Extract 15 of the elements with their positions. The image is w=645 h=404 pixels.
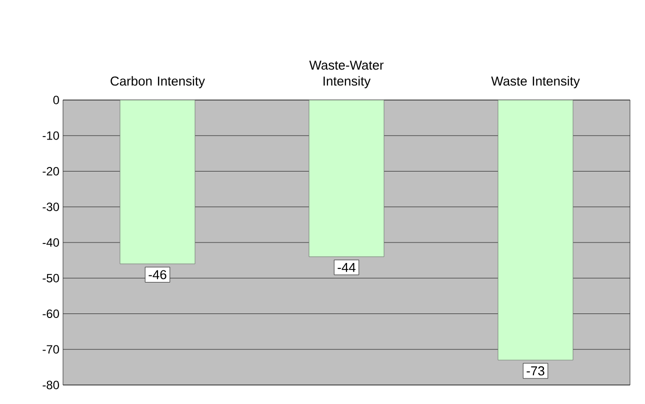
data-label: -44	[338, 262, 356, 272]
data-label: -46	[148, 270, 166, 280]
y-tick-label: -10	[42, 131, 60, 140]
y-tick-label: -80	[42, 380, 60, 390]
y-tick-label: 0	[53, 96, 60, 104]
y-tick-label: -30	[42, 202, 60, 212]
x-tick-label: Waste Intensity	[491, 76, 580, 88]
x-tick-label: Carbon Intensity	[110, 76, 205, 88]
y-tick-label: -60	[42, 310, 60, 318]
data-label: -73	[526, 366, 544, 376]
y-tick-label: -50	[42, 274, 60, 282]
y-tick-label: -40	[42, 238, 60, 247]
y-tick-label: -20	[42, 167, 60, 176]
x-tick-label: Waste-Water Intensity	[309, 60, 384, 88]
y-tick-label: -70	[42, 345, 60, 354]
